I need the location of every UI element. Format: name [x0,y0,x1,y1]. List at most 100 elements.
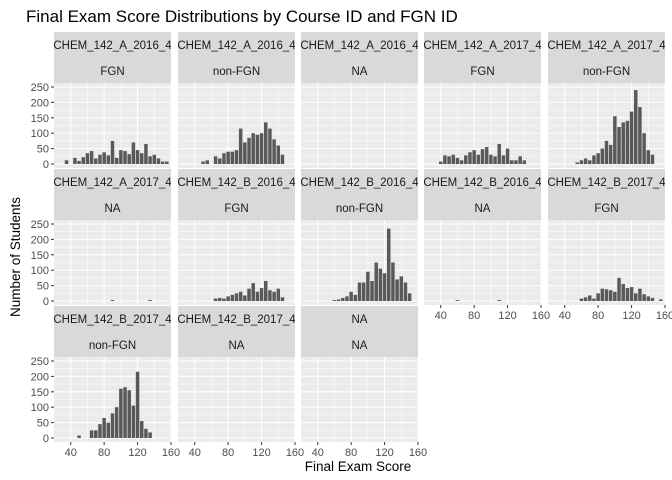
chart-title: Final Exam Score Distributions by Course… [26,7,458,26]
histogram-bar [634,90,638,164]
histogram-bar [489,154,493,164]
histogram-bar [255,134,260,164]
histogram-bar [123,387,127,438]
facet-fgn-label: FGN [100,66,124,78]
facet-course-label: CHEM_142_A_2016_4 [53,40,172,52]
histogram-bar [94,158,98,164]
histogram-bar [497,300,501,301]
y-tick-label: 0 [43,159,49,171]
histogram-bar [361,282,366,301]
histogram-bar [205,160,209,164]
histogram-bar [280,154,285,164]
y-tick-label: 100 [31,402,49,414]
histogram-bar [497,143,501,164]
facet-course-label: CHEM_142_A_2016_4 [177,40,296,52]
x-tick-label: 40 [559,310,571,322]
histogram-bar [588,295,592,301]
histogram-bar [592,155,596,164]
facet-course-label: NA [352,314,368,326]
histogram-bar [77,160,81,164]
histogram-bar [264,122,268,164]
histogram-bar [114,407,119,438]
histogram-bar [110,413,115,438]
y-tick-label: 250 [31,356,49,368]
histogram-bar [621,122,625,164]
histogram-bar [238,128,243,164]
histogram-bar [247,137,251,164]
histogram-bar [238,291,243,301]
facet-strip [178,32,295,83]
histogram-bar [451,154,455,164]
histogram-bar [148,300,152,301]
histogram-bar [493,156,497,164]
histogram-bar [144,143,148,164]
facet-strip [54,306,171,357]
histogram-bar [243,295,247,301]
histogram-bar [501,155,506,164]
histogram-bar [106,422,111,438]
y-tick-label: 250 [31,82,49,94]
facet-panels: CHEM_142_A_2016_4FGN050100150200250CHEM_… [31,32,672,459]
histogram-bar [399,276,404,301]
histogram-bar [608,290,613,301]
y-tick-label: 100 [31,128,49,140]
x-tick-label: 80 [222,447,234,459]
histogram-bar [234,293,239,301]
facet-panel: CHEM_142_A_2016_4 non-FGN [177,32,296,168]
histogram-bar [472,150,476,164]
facet-course-label: CHEM_142_A_2016_4 [300,40,419,52]
histogram-bar [152,154,157,164]
histogram-bar [280,297,285,301]
histogram-bar [505,148,510,164]
facet-strip [54,32,171,83]
x-tick-label: 160 [532,310,550,322]
facet-panel: CHEM_142_A_2017_4 non-FGN [548,32,666,168]
histogram-bar [135,150,140,164]
histogram-bar [617,127,621,164]
histogram-bar [625,288,630,301]
histogram-bar [268,290,272,301]
histogram-bar [625,120,630,164]
histogram-bar [85,153,90,164]
facet-course-label: CHEM_142_A_2017_4 [423,40,542,52]
facet-course-label: CHEM_142_B_2016_4 [423,177,542,189]
x-tick-label: 40 [435,310,447,322]
histogram-bar [608,144,613,164]
histogram-bar [407,293,412,301]
histogram-bar [382,273,387,301]
facet-course-label: CHEM_142_A_2017_4 [53,177,172,189]
facet-fgn-label: NA [352,66,368,78]
y-tick-label: 100 [31,265,49,277]
histogram-bar [226,296,230,301]
histogram-bar [144,428,148,438]
histogram-bar [264,280,268,301]
histogram-bar [259,133,264,164]
histogram-bar [226,151,230,164]
histogram-bar [579,160,584,164]
facet-strip [548,169,665,220]
x-tick-label: 120 [252,447,270,459]
histogram-bar [213,298,218,301]
x-tick-label: 40 [65,447,77,459]
facet-strip [178,306,295,357]
facet-strip [301,306,418,357]
histogram-bar [106,155,111,164]
facet-fgn-label: NA [229,340,245,352]
histogram-bar [395,279,399,301]
histogram-bar [332,300,337,301]
histogram-bar [127,154,131,164]
histogram-bar [613,291,617,301]
facet-fgn-label: FGN [470,66,494,78]
histogram-bar [73,157,77,164]
facet-strip [424,32,541,83]
histogram-bar [135,371,140,438]
y-tick-label: 150 [31,113,49,125]
facet-strip [548,32,665,83]
facet-panel: CHEM_142_B_2017_4 non-FGN 0 50 100 150 200 250 4… [31,306,180,459]
facet-course-label: CHEM_142_B_2017_4 [547,177,666,189]
histogram-bar [276,288,281,301]
x-tick-label: 80 [98,447,110,459]
histogram-bar [353,294,358,301]
histogram-bar [480,149,485,164]
